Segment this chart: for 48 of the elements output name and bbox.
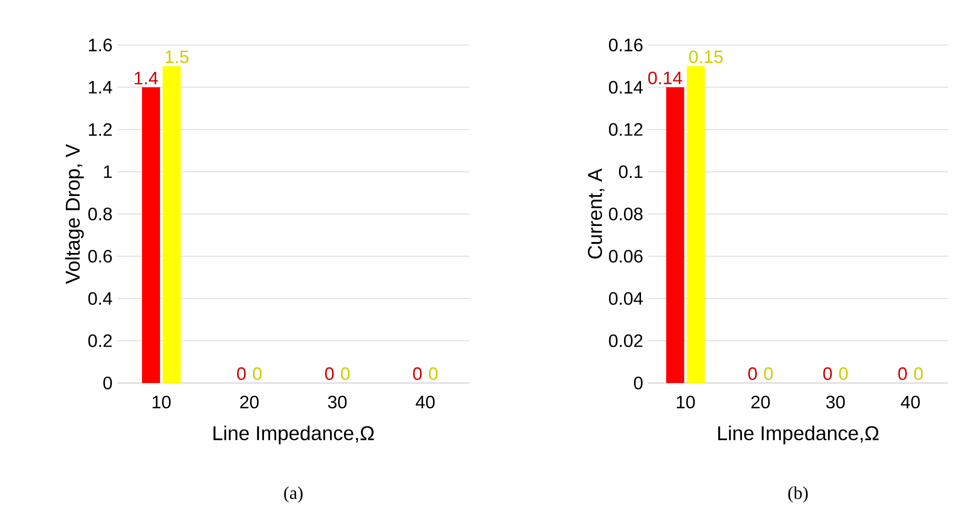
data-label: 0 [914, 367, 923, 380]
y-tick-label: 0.2 [88, 334, 112, 348]
y-axis-title: Current, A [588, 168, 604, 259]
data-label: 0 [413, 367, 422, 380]
y-tick-label: 0 [634, 376, 643, 390]
y-tick-label: 0 [103, 376, 112, 390]
data-label: 1.5 [166, 50, 189, 64]
data-label: 1.4 [134, 72, 158, 84]
data-label: 0.15 [689, 50, 723, 64]
data-label: 0 [252, 367, 262, 380]
y-tick-label: 0.14 [608, 80, 643, 94]
data-label: 0 [839, 367, 848, 380]
y-tick-label: 0.6 [88, 250, 112, 263]
data-label: 0 [340, 367, 350, 380]
y-tick-label: 0.02 [608, 334, 642, 348]
x-axis-title: Line Impedance,Ω [718, 426, 879, 444]
x-tick-label: 40 [416, 396, 435, 408]
y-tick-label: 1 [104, 166, 112, 178]
data-label: 0 [237, 367, 246, 380]
text: (b) [788, 486, 808, 503]
x-tick-label: 10 [152, 396, 171, 408]
y-tick-label: 0.16 [608, 38, 642, 52]
data-label: 0 [325, 367, 334, 380]
data-label: 0 [898, 367, 907, 380]
y-tick-label: 1.4 [88, 81, 112, 94]
y-tick-label: 0.8 [88, 208, 112, 220]
x-axis-title: Line Impedance,Ω [214, 426, 374, 444]
y-tick-label: 0.08 [608, 208, 642, 220]
y-tick-label: 0.06 [608, 250, 642, 263]
data-label: 0 [748, 367, 757, 380]
y-tick-label: 0.1 [618, 165, 642, 178]
data-label: 0 [428, 367, 438, 380]
data-label: 0 [823, 367, 832, 380]
y-tick-label: 0.4 [88, 292, 112, 305]
x-tick-label: 10 [676, 396, 695, 408]
data-label: 0.14 [648, 72, 682, 84]
x-tick-label: 40 [900, 396, 920, 408]
x-tick-label: 30 [328, 396, 347, 408]
text: (a) [284, 486, 303, 503]
y-tick-label: 0.04 [608, 292, 643, 305]
y-axis-title: Voltage Drop, V [65, 144, 84, 284]
x-tick-label: 20 [240, 396, 259, 408]
y-tick-label: 1.2 [88, 123, 112, 136]
x-tick-label: 30 [826, 396, 845, 408]
x-tick-label: 20 [751, 396, 770, 408]
y-tick-label: 1.6 [88, 38, 112, 52]
data-label: 0 [764, 367, 773, 380]
y-tick-label: 0.12 [608, 123, 642, 136]
